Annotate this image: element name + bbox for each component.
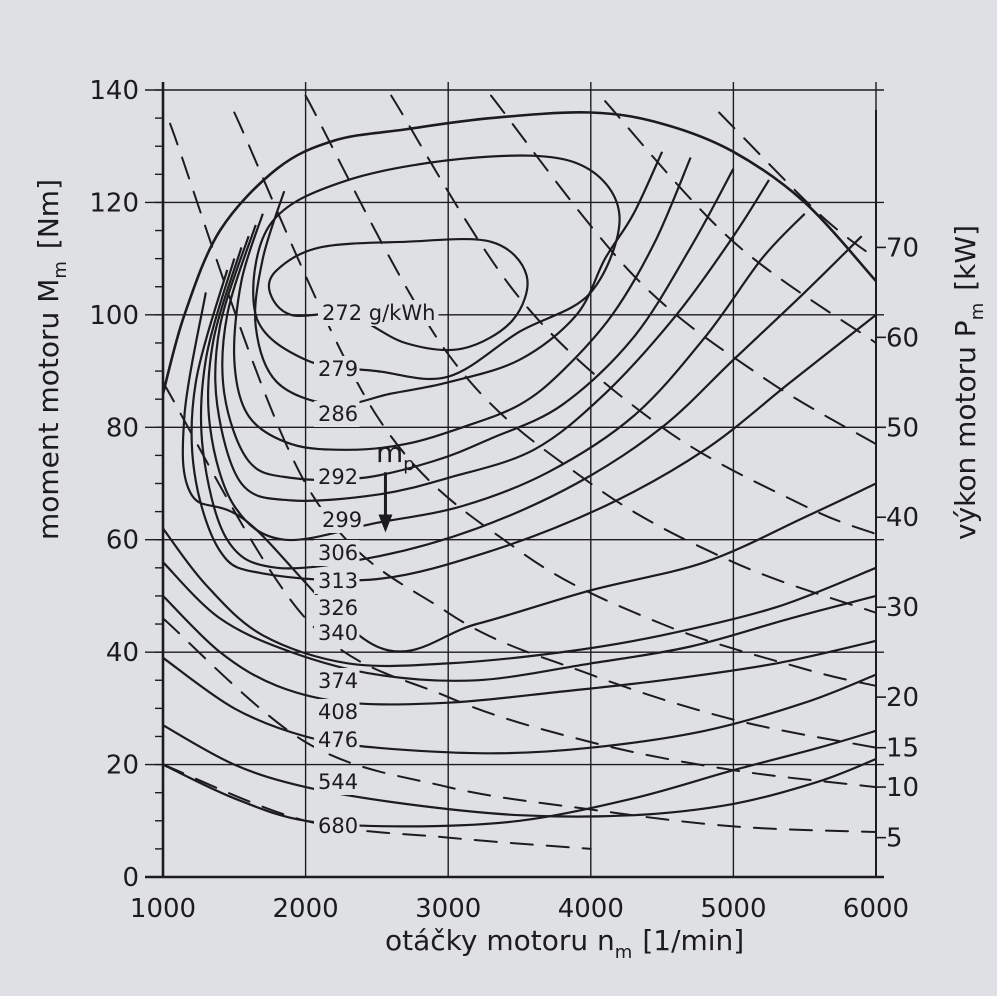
contour-label: 279 — [318, 357, 358, 381]
bsfc-contour-6 — [206, 212, 806, 542]
contour-label: 374 — [318, 669, 358, 693]
bsfc-contour-10 — [162, 527, 877, 668]
contour-label: 680 — [318, 814, 358, 838]
bsfc-contour-3 — [232, 157, 692, 451]
grid-layer — [145, 82, 884, 879]
contour-label: 272 g/kWh — [322, 301, 435, 325]
contour-label-bg — [314, 595, 360, 621]
power-tick-label: 70 — [886, 233, 919, 263]
y-tick-label: 140 — [89, 76, 139, 106]
power-tick-label: 40 — [886, 503, 919, 533]
y-tick-label: 60 — [106, 526, 139, 556]
bsfc-contour-11 — [162, 595, 877, 706]
contour-label-bg — [314, 464, 360, 490]
bsfc-contours — [162, 151, 877, 828]
constant-power-lines — [162, 94, 877, 850]
constant-power-line-5 — [304, 94, 877, 614]
full-load-curve — [161, 111, 877, 394]
contour-label: 476 — [318, 728, 358, 752]
power-tick-label: 60 — [886, 323, 919, 353]
mp-arrow-head — [378, 514, 393, 533]
contour-label-bg — [314, 668, 360, 694]
constant-power-line-4 — [233, 111, 877, 687]
power-tick-label: 15 — [886, 734, 919, 764]
y-axis-title: moment motoru Mm[Nm] — [32, 179, 71, 540]
tick-labels: 1000 2000 3000 4000 5000 6000 0 20 40 60 80 100 120 1… — [89, 76, 919, 924]
contour-label-bg — [314, 401, 360, 427]
bsfc-contour-15 — [162, 561, 877, 682]
bsfc-contour-5 — [214, 179, 770, 502]
power-tick-label: 50 — [886, 413, 919, 443]
y-tick-label: 80 — [106, 413, 139, 443]
y-tick-label: 100 — [89, 301, 139, 331]
contour-label-bg — [318, 300, 439, 326]
constant-power-line-6 — [390, 94, 877, 536]
constant-power-line-2 — [162, 381, 877, 789]
constant-power-line-9 — [718, 111, 877, 260]
full-load-line — [161, 111, 877, 394]
bsfc-contour-9 — [181, 292, 877, 653]
bsfc-contour-14 — [162, 729, 877, 828]
mp-label: mp — [376, 436, 415, 475]
contour-label: 408 — [318, 700, 358, 724]
x-tick-label: 1000 — [130, 894, 196, 924]
contour-label: 299 — [322, 508, 362, 532]
bsfc-contour-1 — [252, 154, 621, 381]
power-tick-label: 20 — [886, 683, 919, 713]
contour-label: 313 — [318, 569, 358, 593]
contour-label-bg — [314, 620, 360, 646]
contour-label: 286 — [318, 402, 358, 426]
constant-power-line-8 — [604, 100, 877, 344]
contour-label-bg — [314, 356, 360, 382]
contour-label-bg — [314, 699, 360, 725]
contour-label-bg — [314, 769, 360, 795]
constant-power-line-7 — [490, 94, 877, 446]
y-tick-label: 20 — [106, 751, 139, 781]
constant-power-line-3 — [169, 122, 877, 749]
bsfc-contour-4 — [221, 168, 735, 482]
x-tick-label: 2000 — [273, 894, 339, 924]
y-tick-label: 0 — [122, 863, 139, 893]
contour-label-bg — [314, 813, 360, 839]
contour-label: 340 — [318, 621, 358, 645]
contour-label-bg — [314, 568, 360, 594]
contour-label-bg — [314, 540, 360, 566]
bsfc-contour-7 — [199, 235, 863, 570]
contour-label-bg — [314, 727, 360, 753]
contour-label: 544 — [318, 770, 358, 794]
bsfc-contour-2 — [253, 151, 664, 407]
power-axis-title: výkon motoru Pm[kW] — [949, 225, 988, 540]
constant-power-line-0 — [162, 763, 592, 850]
contour-label: 306 — [318, 541, 358, 565]
x-tick-label: 5000 — [700, 894, 766, 924]
bsfc-contour-12 — [162, 656, 877, 755]
bsfc-contour-0 — [267, 237, 529, 352]
y-tick-label: 120 — [89, 188, 139, 218]
mp-arrow — [378, 472, 393, 533]
x-tick-label: 6000 — [843, 894, 909, 924]
contour-label: 292 — [318, 465, 358, 489]
x-axis-title: otáčky motoru nm [1/min] — [385, 924, 744, 963]
x-tick-label: 4000 — [558, 894, 624, 924]
bsfc-contour-8 — [190, 269, 877, 582]
power-tick-label: 30 — [886, 593, 919, 623]
contour-label-bg — [318, 507, 364, 533]
contour-label: 326 — [318, 596, 358, 620]
constant-power-line-1 — [162, 617, 877, 833]
power-tick-label: 10 — [886, 773, 919, 803]
x-tick-label: 3000 — [415, 894, 481, 924]
bsfc-contour-13 — [162, 724, 877, 818]
y-tick-label: 40 — [106, 638, 139, 668]
power-tick-label: 5 — [886, 824, 903, 854]
